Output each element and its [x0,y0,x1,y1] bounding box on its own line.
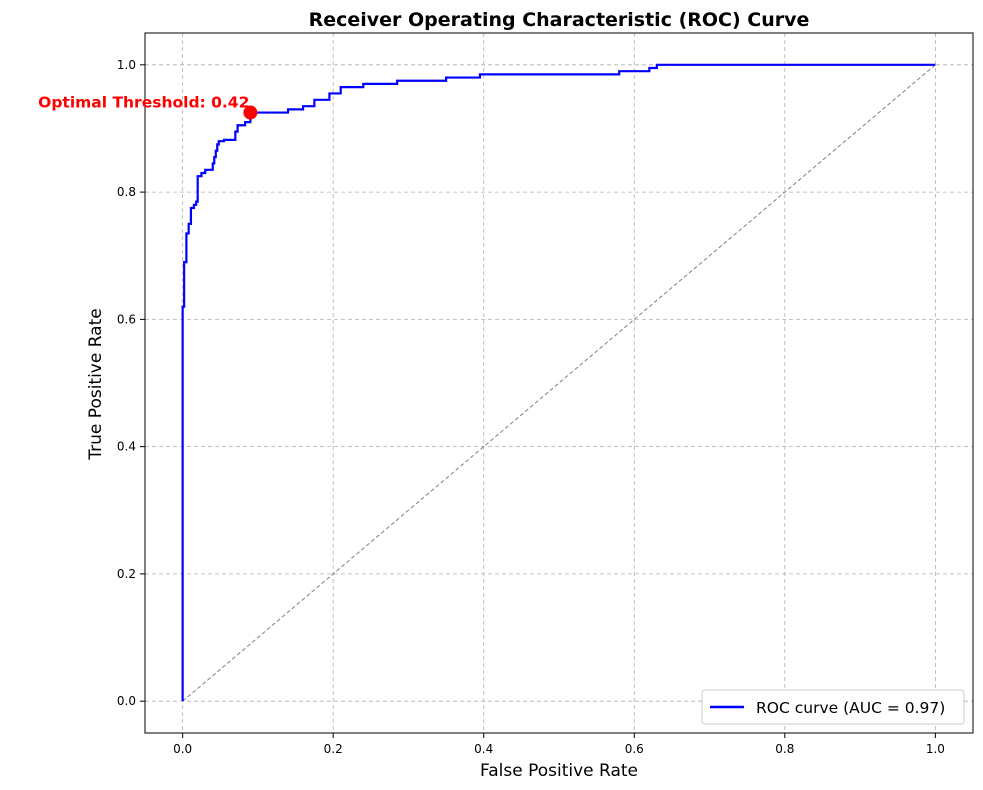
y-tick-label: 0.6 [117,312,136,326]
optimal-threshold-label: Optimal Threshold: 0.42 [38,94,249,112]
series-layer [181,63,936,702]
optimal-threshold-marker [243,105,258,120]
y-tick-label: 0.0 [117,694,136,708]
y-tick-label: 0.8 [117,185,136,199]
legend-label-roc: ROC curve (AUC = 0.97) [756,699,945,717]
plot-frame [144,32,974,734]
x-tick-label: 0.6 [625,742,644,756]
y-axis-label: True Positive Rate [86,308,106,460]
legend-box [701,689,965,725]
x-axis-label: False Positive Rate [480,761,638,781]
random-classifier-line [182,64,936,702]
axis-ticks: 0.0 0.2 0.4 0.6 0.8 1.0 0.0 0.2 0.4 0.6 0.8 1.0 [117,58,945,756]
x-tick-label: 0.8 [775,742,794,756]
roc-curve-line [181,63,936,702]
chart-title: Receiver Operating Characteristic (ROC) … [309,9,810,31]
y-tick-label: 0.2 [117,567,136,581]
legend: ROC curve (AUC = 0.97) [701,689,965,725]
y-tick-label: 1.0 [117,58,136,72]
y-tick-label: 0.4 [117,440,136,454]
x-tick-label: 0.4 [474,742,493,756]
x-tick-label: 0.2 [324,742,343,756]
x-tick-label: 1.0 [926,742,945,756]
x-tick-label: 0.0 [173,742,192,756]
